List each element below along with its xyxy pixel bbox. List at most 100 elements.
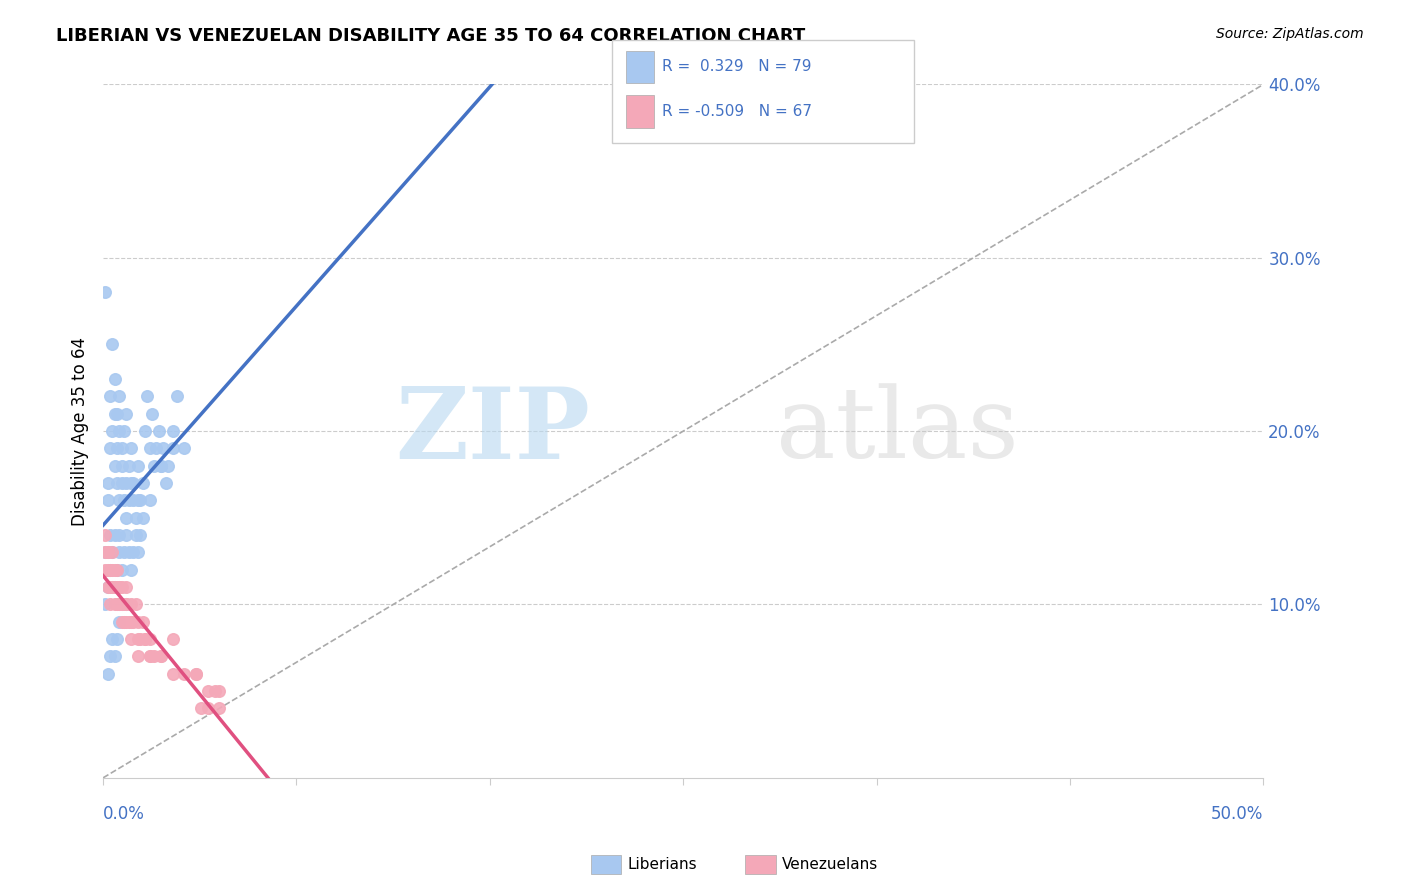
Point bbox=[108, 545, 131, 559]
Text: Source: ZipAtlas.com: Source: ZipAtlas.com bbox=[1216, 27, 1364, 41]
Point bbox=[129, 528, 152, 542]
Point bbox=[118, 493, 141, 508]
Point bbox=[120, 632, 142, 647]
Point bbox=[108, 424, 131, 438]
Point bbox=[166, 389, 188, 403]
Point bbox=[208, 701, 231, 715]
Point bbox=[104, 407, 127, 421]
Point bbox=[104, 580, 127, 594]
Point bbox=[97, 580, 120, 594]
Point bbox=[105, 598, 128, 612]
Point bbox=[111, 598, 134, 612]
Point bbox=[101, 424, 124, 438]
Point bbox=[112, 615, 135, 629]
Point bbox=[124, 528, 146, 542]
Point bbox=[115, 510, 138, 524]
Point bbox=[111, 563, 134, 577]
Text: R =  0.329   N = 79: R = 0.329 N = 79 bbox=[662, 60, 811, 74]
Text: 0.0%: 0.0% bbox=[103, 805, 145, 823]
Point bbox=[118, 615, 141, 629]
Point bbox=[105, 598, 128, 612]
Point bbox=[162, 666, 184, 681]
Point bbox=[122, 493, 145, 508]
Point bbox=[150, 649, 173, 664]
Point bbox=[138, 632, 160, 647]
Point bbox=[115, 615, 138, 629]
Point bbox=[197, 701, 219, 715]
Point bbox=[98, 389, 121, 403]
Point bbox=[127, 615, 149, 629]
Point bbox=[145, 442, 167, 456]
Point bbox=[108, 615, 131, 629]
Point bbox=[98, 442, 121, 456]
Point bbox=[105, 580, 128, 594]
Point bbox=[115, 476, 138, 491]
Point bbox=[108, 598, 131, 612]
Point bbox=[162, 424, 184, 438]
Point bbox=[104, 598, 127, 612]
Point bbox=[112, 493, 135, 508]
Point bbox=[94, 545, 117, 559]
Point bbox=[118, 545, 141, 559]
Text: Venezuelans: Venezuelans bbox=[782, 857, 877, 871]
Point bbox=[120, 476, 142, 491]
Point bbox=[138, 649, 160, 664]
Point bbox=[129, 493, 152, 508]
Point bbox=[155, 476, 177, 491]
Point bbox=[173, 442, 195, 456]
Point bbox=[208, 684, 231, 698]
Point bbox=[105, 563, 128, 577]
Point bbox=[141, 407, 163, 421]
Point bbox=[108, 493, 131, 508]
Point bbox=[94, 563, 117, 577]
Point bbox=[104, 372, 127, 386]
Point bbox=[108, 580, 131, 594]
Point bbox=[134, 632, 156, 647]
Point bbox=[138, 493, 160, 508]
Point bbox=[115, 598, 138, 612]
Point bbox=[105, 442, 128, 456]
Point bbox=[204, 684, 226, 698]
Point bbox=[122, 476, 145, 491]
Point bbox=[98, 598, 121, 612]
Point bbox=[173, 666, 195, 681]
Point bbox=[105, 476, 128, 491]
Text: R = -0.509   N = 67: R = -0.509 N = 67 bbox=[662, 104, 813, 119]
Point bbox=[105, 632, 128, 647]
Point bbox=[108, 528, 131, 542]
Point bbox=[197, 684, 219, 698]
Point bbox=[122, 615, 145, 629]
Text: Liberians: Liberians bbox=[627, 857, 697, 871]
Point bbox=[97, 563, 120, 577]
Point bbox=[97, 666, 120, 681]
Point bbox=[120, 598, 142, 612]
Point bbox=[111, 458, 134, 473]
Point bbox=[112, 615, 135, 629]
Point bbox=[127, 649, 149, 664]
Point bbox=[127, 632, 149, 647]
Point bbox=[101, 545, 124, 559]
Point bbox=[98, 649, 121, 664]
Point bbox=[124, 510, 146, 524]
Point bbox=[148, 424, 170, 438]
Point bbox=[115, 407, 138, 421]
Text: atlas: atlas bbox=[776, 384, 1019, 479]
Point bbox=[120, 442, 142, 456]
Point bbox=[104, 649, 127, 664]
Point bbox=[122, 545, 145, 559]
Point bbox=[134, 424, 156, 438]
Y-axis label: Disability Age 35 to 64: Disability Age 35 to 64 bbox=[72, 336, 89, 525]
Point bbox=[108, 580, 131, 594]
Point bbox=[127, 545, 149, 559]
Point bbox=[111, 580, 134, 594]
Point bbox=[94, 545, 117, 559]
Point bbox=[94, 528, 117, 542]
Point bbox=[101, 632, 124, 647]
Point bbox=[98, 563, 121, 577]
Point bbox=[184, 666, 207, 681]
Point bbox=[111, 615, 134, 629]
Point bbox=[98, 528, 121, 542]
Point bbox=[97, 545, 120, 559]
Point bbox=[115, 580, 138, 594]
Point bbox=[97, 545, 120, 559]
